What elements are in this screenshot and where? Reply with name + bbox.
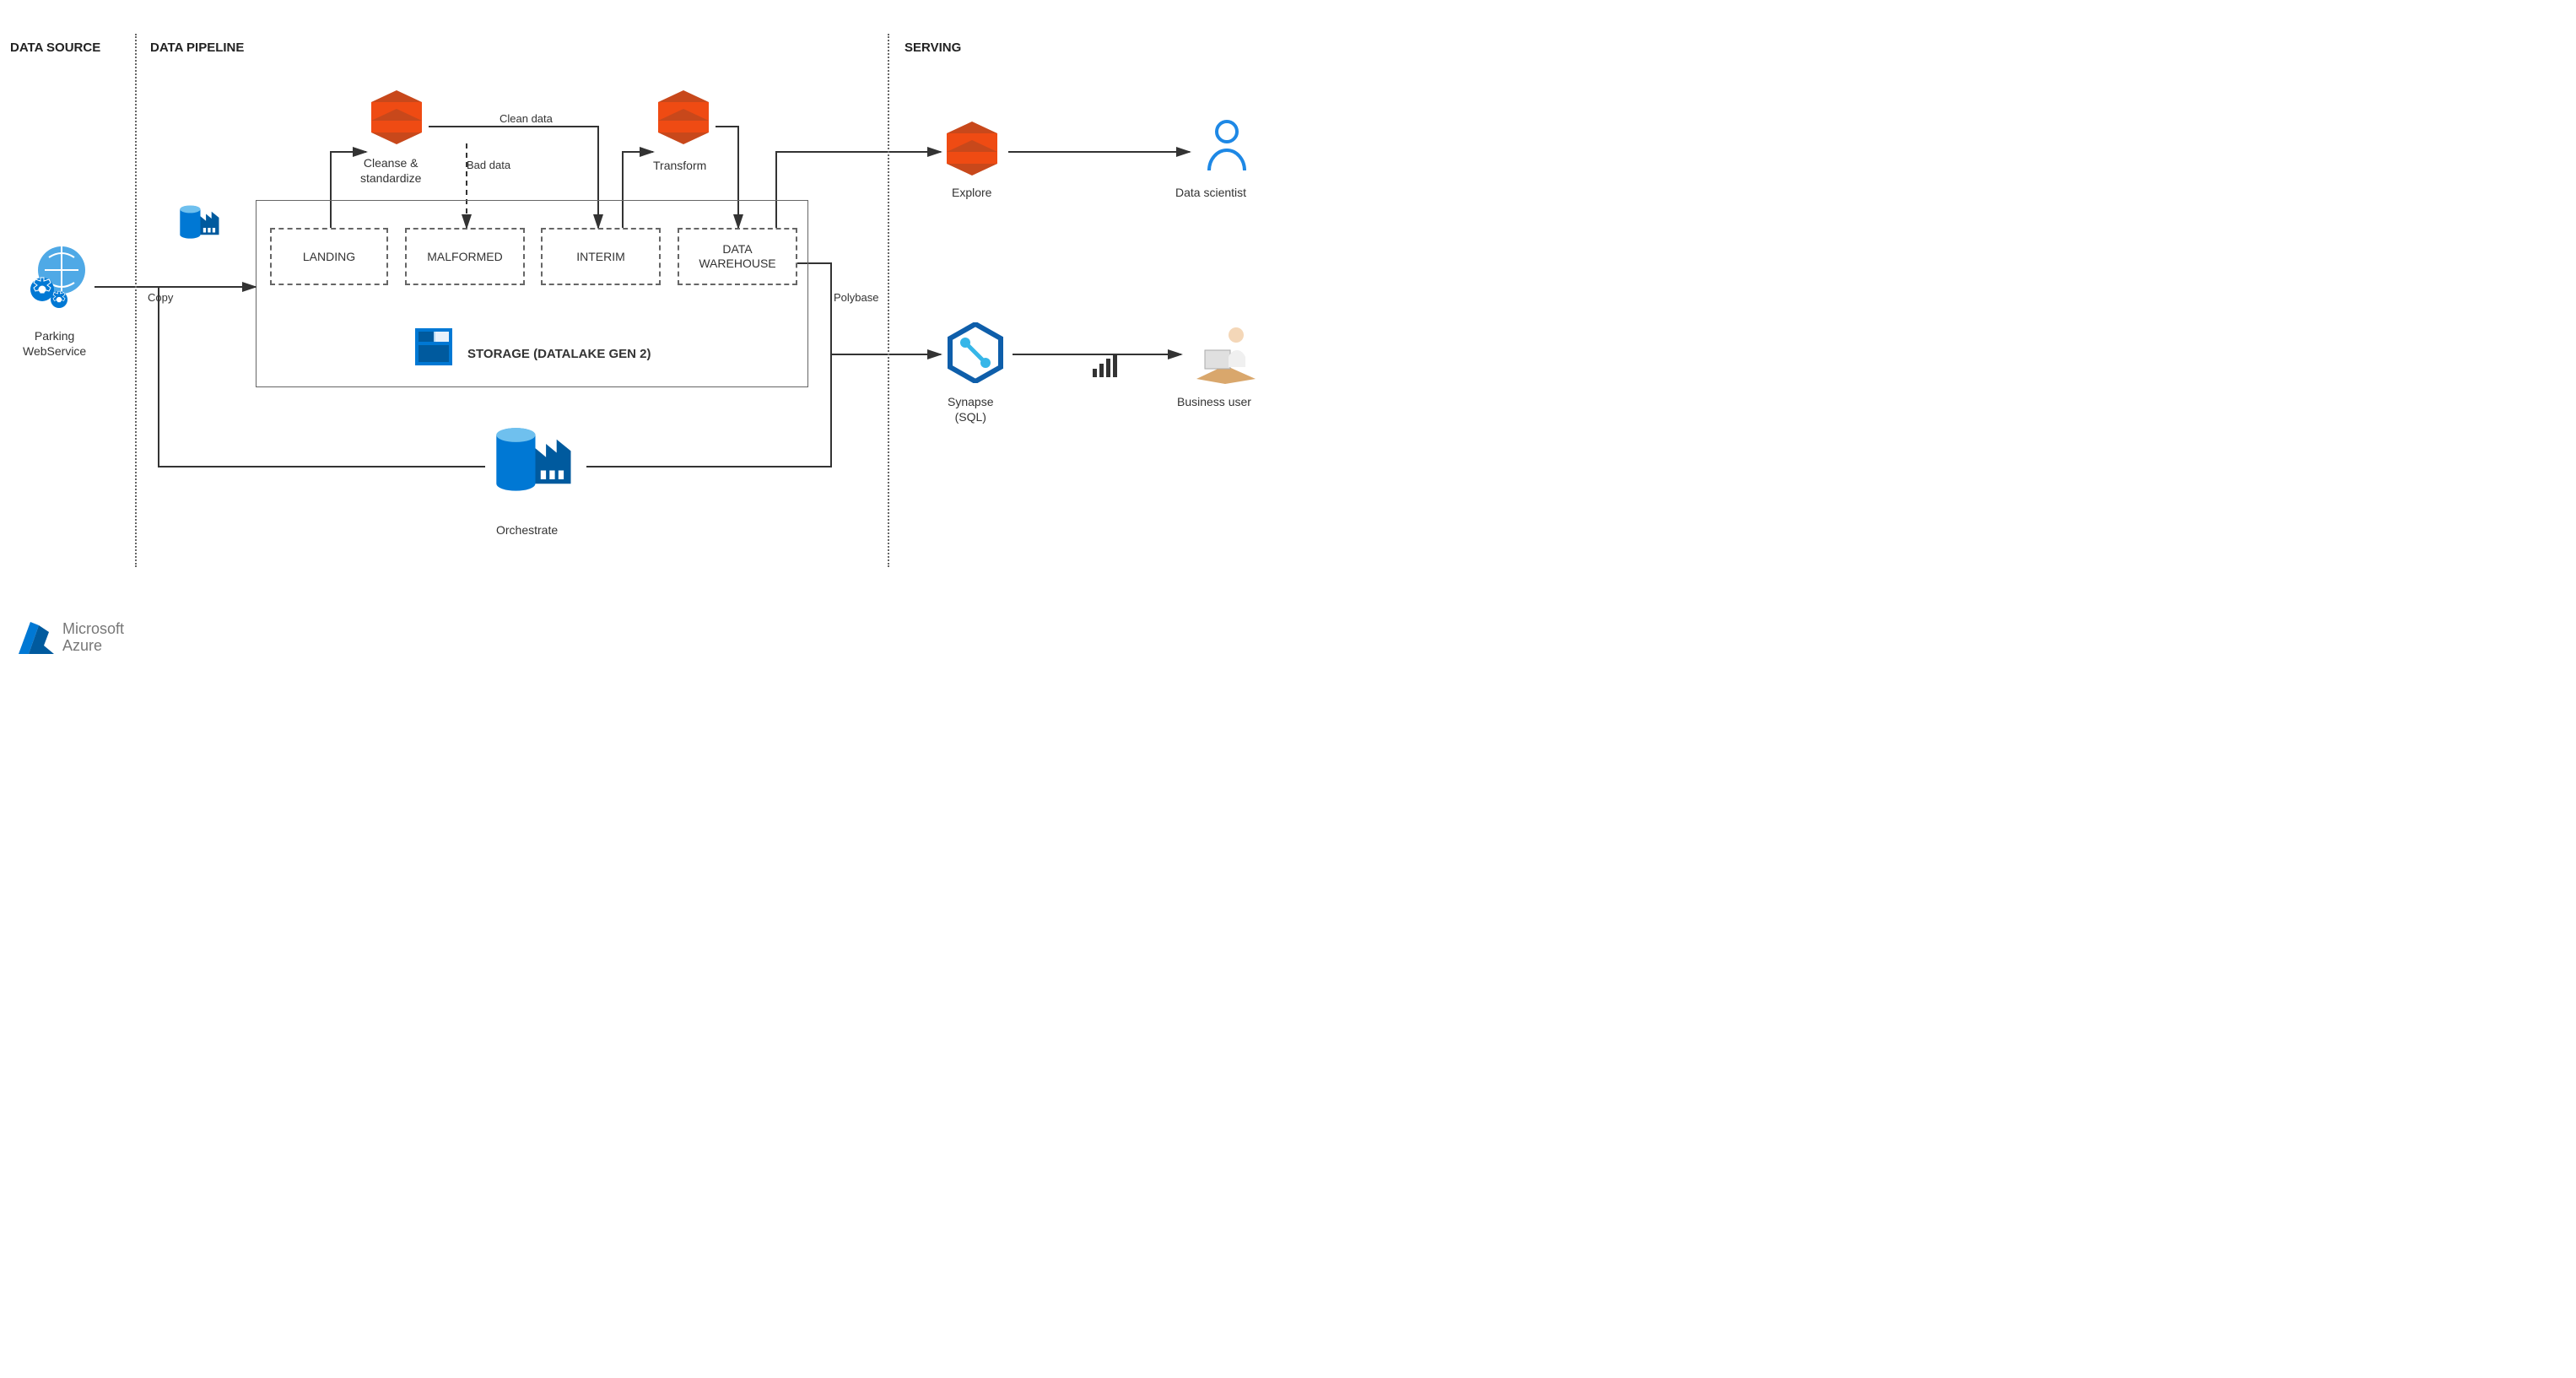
transform-icon bbox=[658, 90, 709, 144]
synapse-label: Synapse (SQL) bbox=[948, 395, 993, 424]
edge-dw-to-synapse bbox=[797, 263, 941, 354]
orchestrate-label: Orchestrate bbox=[496, 523, 558, 538]
business-user-label: Business user bbox=[1177, 395, 1251, 410]
storage-datalake-icon bbox=[415, 328, 452, 370]
data-scientist-icon bbox=[1201, 118, 1253, 176]
azure-logo-icon bbox=[17, 620, 56, 656]
adf-small-icon bbox=[177, 200, 224, 246]
store-landing: LANDING bbox=[270, 228, 388, 285]
cleanse-label: Cleanse & standardize bbox=[360, 156, 421, 186]
edge-label-parking-to-landing: Copy bbox=[148, 291, 173, 304]
parking-icon bbox=[24, 240, 95, 312]
explore-icon bbox=[947, 122, 997, 176]
powerbi-icon bbox=[1091, 354, 1121, 379]
data-scientist-label: Data scientist bbox=[1175, 186, 1246, 201]
explore-label: Explore bbox=[952, 186, 991, 201]
synapse-icon bbox=[947, 322, 1004, 383]
orchestrate-icon bbox=[491, 415, 580, 508]
transform-label: Transform bbox=[653, 159, 706, 174]
store-interim: INTERIM bbox=[541, 228, 661, 285]
azure-logo: Microsoft Azure bbox=[17, 620, 124, 656]
storage-title: STORAGE (DATALAKE GEN 2) bbox=[467, 347, 651, 361]
edge-label-cleanse-to-malformed: Bad data bbox=[467, 159, 510, 171]
azure-logo-line1: Microsoft bbox=[62, 621, 124, 638]
business-user-icon bbox=[1190, 316, 1261, 384]
section-separator bbox=[135, 34, 137, 567]
edge-label-dw-to-synapse: Polybase bbox=[834, 291, 878, 304]
edge-label-cleanse-to-interim: Clean data bbox=[500, 112, 553, 125]
section-header-data-source: DATA SOURCE bbox=[10, 41, 100, 55]
section-header-serving: SERVING bbox=[905, 41, 961, 55]
section-separator bbox=[888, 34, 889, 567]
store-malformed: MALFORMED bbox=[405, 228, 525, 285]
store-datawarehouse: DATA WAREHOUSE bbox=[678, 228, 797, 285]
azure-logo-line2: Azure bbox=[62, 638, 124, 655]
parking-label: Parking WebService bbox=[23, 329, 86, 359]
section-header-data-pipeline: DATA PIPELINE bbox=[150, 41, 244, 55]
cleanse-icon bbox=[371, 90, 422, 144]
